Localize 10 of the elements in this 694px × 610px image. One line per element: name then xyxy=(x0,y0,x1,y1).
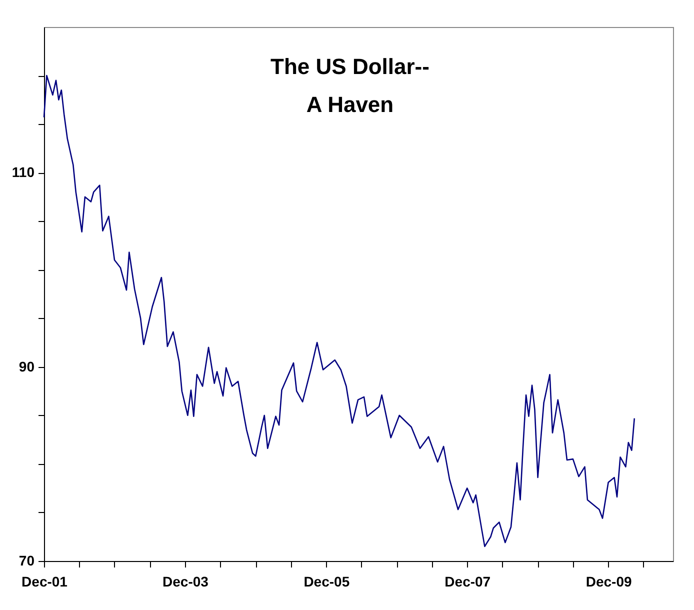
y-tick-label: 70 xyxy=(18,552,35,568)
y-tick-label: 90 xyxy=(18,358,35,374)
y-tick-label: 110 xyxy=(12,164,35,180)
x-tick-label: Dec-03 xyxy=(162,574,209,590)
x-tick-label: Dec-05 xyxy=(304,574,350,590)
x-tick-label: Dec-01 xyxy=(22,574,68,590)
line-series xyxy=(43,74,636,548)
x-tick-label: Dec-09 xyxy=(586,574,632,590)
text: The US Dollar-- A Haven xyxy=(270,54,430,117)
x-tick-label: Dec-07 xyxy=(444,574,491,590)
